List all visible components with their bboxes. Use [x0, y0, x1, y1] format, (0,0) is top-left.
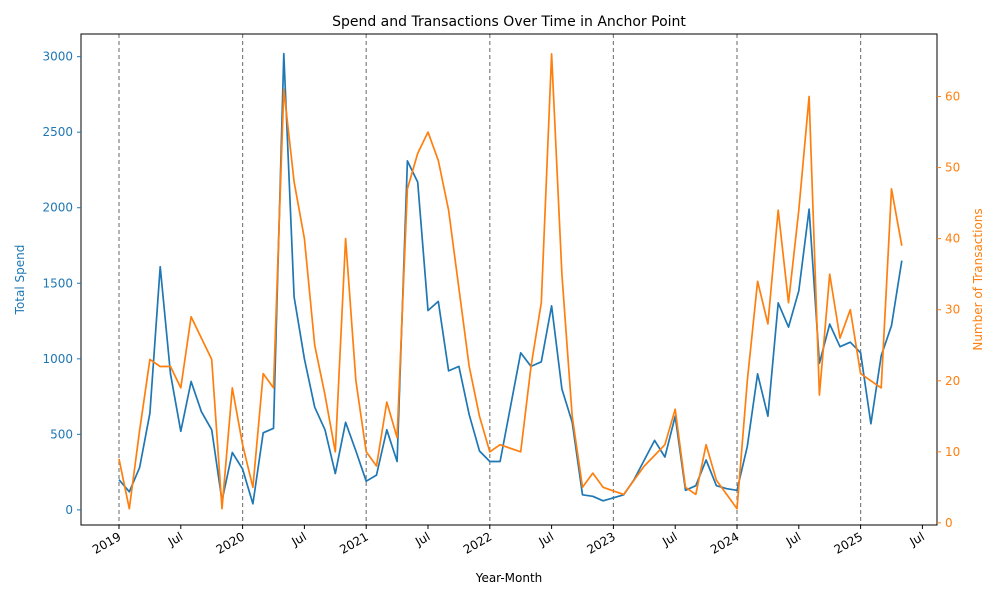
right-y-tick-label: 40 — [945, 232, 960, 246]
series-lines — [118, 52, 903, 510]
x-tick-label: 2020 — [214, 529, 247, 556]
x-tick-label: Jul — [906, 529, 926, 549]
chart-title: Spend and Transactions Over Time in Anch… — [332, 14, 686, 30]
left-y-tick-label: 0 — [65, 503, 73, 517]
left-y-tick-label: 500 — [50, 427, 73, 441]
x-axis-label: Year-Month — [475, 571, 543, 585]
x-tick-label: 2021 — [337, 529, 370, 556]
right-y-tick-label: 50 — [945, 161, 960, 175]
x-tick-label: Jul — [659, 529, 679, 549]
x-tick-label: Jul — [288, 529, 308, 549]
transactions-series-line — [118, 53, 903, 510]
x-tick-label: Jul — [783, 529, 803, 549]
left-y-tick-label: 1000 — [42, 352, 73, 366]
y-axis-label-left: Total Spend — [13, 245, 27, 316]
left-y-tick-label: 1500 — [42, 276, 73, 290]
left-y-tick-label: 3000 — [42, 50, 73, 64]
x-axis: 2019 Jul 2020 Jul 2021 Jul 2022 Jul 2023 Jul 2024 J… — [90, 525, 927, 557]
right-y-axis: 0 10 20 30 40 50 60 — [937, 90, 960, 530]
right-y-tick-label: 10 — [945, 445, 960, 459]
x-tick-label: 2022 — [461, 529, 494, 556]
right-y-tick-label: 60 — [945, 90, 960, 104]
x-tick-label: 2025 — [832, 529, 865, 556]
x-tick-label: Jul — [536, 529, 556, 549]
right-y-tick-label: 0 — [945, 516, 953, 530]
spend-series-line — [118, 52, 903, 505]
left-y-tick-label: 2000 — [42, 201, 73, 215]
right-y-tick-label: 30 — [945, 303, 960, 317]
x-tick-label: 2024 — [708, 529, 741, 556]
x-tick-label: Jul — [165, 529, 185, 549]
x-tick-label: 2023 — [584, 529, 617, 556]
plot-frame — [80, 33, 938, 526]
left-y-axis: 0 500 1000 1500 2000 2500 3000 — [42, 50, 81, 517]
y-axis-label-right: Number of Transactions — [971, 208, 985, 350]
left-y-tick-label: 2500 — [42, 125, 73, 139]
right-y-tick-label: 20 — [945, 374, 960, 388]
x-tick-label: 2019 — [90, 529, 123, 556]
x-tick-label: Jul — [412, 529, 432, 549]
